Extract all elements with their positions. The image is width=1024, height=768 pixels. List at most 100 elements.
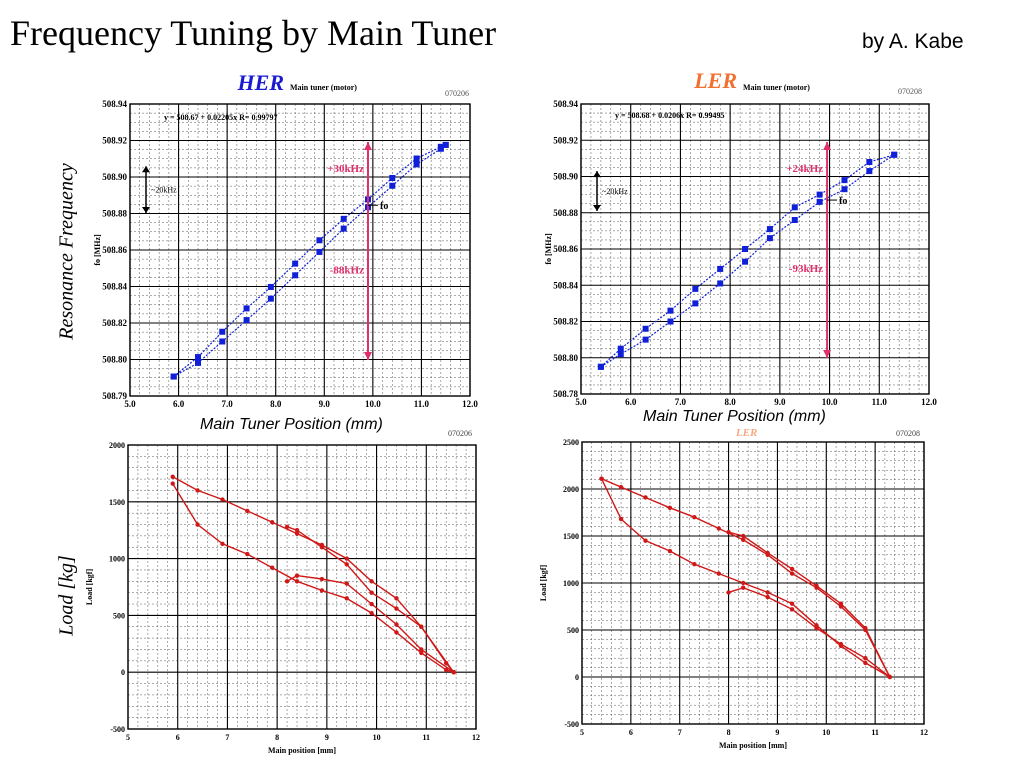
resonance-frequency-label: Resonance Frequency [55,163,78,340]
x-tick-label: 5.0 [124,399,136,409]
data-point [643,538,648,543]
data-point [243,317,250,324]
data-point [599,476,604,481]
data-point [369,590,374,595]
x-tick-label: 10 [373,733,381,742]
x-tick-label: 7 [678,728,682,737]
data-point [841,177,848,184]
data-point [741,533,746,539]
data-point [789,571,795,576]
y-tick-label: 508.84 [102,282,127,292]
data-point [195,522,200,527]
x-tick-label: 7.0 [675,397,687,407]
data-point [413,155,420,162]
data-point [742,258,749,265]
data-point [413,161,420,168]
y-tick-label: 508.82 [553,317,578,327]
data-point [667,505,673,510]
data-point [816,198,823,205]
x-tick-label: 8 [727,728,731,737]
y-axis-label: fo [MHz] [93,234,102,266]
y-axis-label: fo [MHz] [544,233,553,265]
data-point [344,562,349,567]
data-point [891,151,898,158]
data-point [294,573,300,578]
data-point [741,580,746,586]
data-point [866,159,873,165]
y-tick-label: 2500 [563,438,579,447]
x-tick-label: 10.0 [365,399,381,409]
slide-title: Frequency Tuning by Main Tuner [10,13,497,53]
span-label: ~20kHz [602,187,628,196]
data-point [245,508,250,514]
fo-label: fo [839,196,847,207]
x-tick-label: 9.0 [774,397,786,407]
data-point [340,225,347,232]
data-point [219,338,226,345]
y-tick-label: 508.78 [553,389,578,399]
y-tick-label: 508.90 [553,172,578,182]
x-axis-label: Main position [mm] [719,741,787,750]
y-tick-label: 500 [113,611,125,620]
x-tick-label: 11.0 [872,397,888,407]
data-point [292,272,299,279]
y-axis-label: Load [kgf] [85,569,94,606]
data-point [766,235,773,242]
y-tick-label: 508.92 [102,136,127,146]
data-point [766,226,773,233]
her-caption: Main Tuner Position (mm) [200,416,383,433]
data-point [742,246,749,252]
chart-date-code: 070208 [898,87,922,96]
y-tick-label: 508.88 [553,208,578,218]
her-load-chart: 5 6 7 8 9 10 11 12 -500 0 500 1000 1500 2000 Load [kgf… [85,429,480,755]
data-point [726,530,731,535]
y-tick-label: 2000 [563,485,579,494]
x-tick-label: 12 [472,733,480,742]
data-point [292,260,299,267]
data-point [863,625,868,631]
y-tick-label: 508.79 [102,391,127,401]
data-point [344,556,349,561]
data-point [340,215,347,222]
plot-frame [127,444,477,730]
data-point [726,590,731,595]
x-tick-label: 6 [629,728,633,737]
data-point [319,588,325,593]
load-label: Load [kg] [55,555,78,636]
data-point [284,579,290,584]
x-tick-label: 10 [822,728,830,737]
data-point [284,524,290,529]
data-point [692,285,699,292]
data-point [419,624,424,629]
data-point [814,625,819,631]
y-tick-label: 508.84 [553,280,578,290]
span-arrow-up [593,171,601,178]
span-arrow-down [142,207,150,214]
chart-date-code: 070208 [896,429,920,438]
ler-caption: Main Tuner Position (mm) [643,408,826,425]
data-point [294,531,300,536]
data-point [741,537,746,542]
data-point [267,283,274,290]
fit-equation: y = 508.67 + 0.02205x R= 0.99797 [164,113,277,122]
ler-load-chart: 5 6 7 8 9 10 11 12 -500 0 500 1000 1500 2000 2500 Load … [539,427,928,750]
data-point [394,622,399,627]
data-point [838,601,844,606]
data-point [269,565,275,570]
y-tick-label: 2000 [109,441,125,450]
y-tick-label: 508.88 [102,209,127,219]
data-point [220,497,225,502]
x-tick-label: 9 [775,728,779,737]
ler-frequency-chart: 5.0 6.0 7.0 8.0 9.0 10.0 11.0 12.0 508.78 508.80 5… [544,68,937,407]
data-point [369,610,374,616]
y-tick-label: 508.90 [102,172,127,182]
fit-equation: y = 508.68 + 0.0206x R= 0.99495 [615,111,724,120]
x-tick-label: 9 [325,733,329,742]
data-point [389,174,396,181]
data-point [667,318,674,325]
data-point [814,583,819,589]
y-tick-label: 508.80 [553,353,578,363]
chart-title: LER [693,68,737,93]
data-point [816,191,823,198]
data-point [195,359,201,366]
